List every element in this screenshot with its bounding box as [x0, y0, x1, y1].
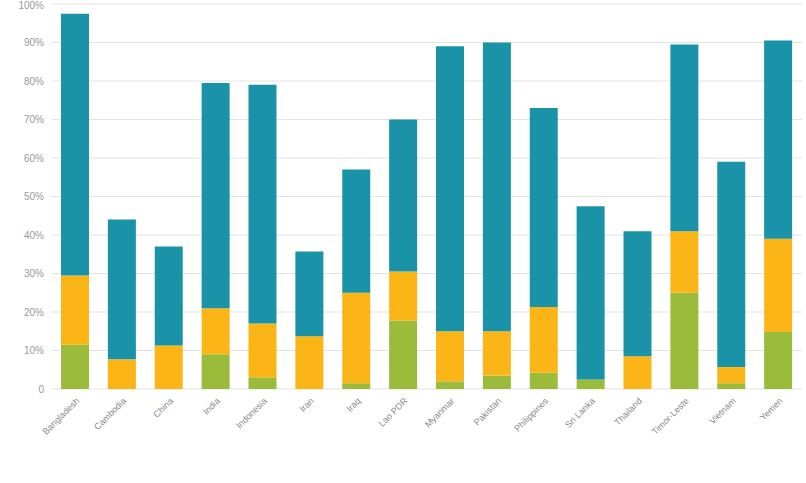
svg-text:Vietnam: Vietnam — [707, 396, 737, 426]
svg-text:Pakistan: Pakistan — [472, 396, 503, 427]
svg-text:30%: 30% — [24, 268, 44, 279]
svg-text:Yemen: Yemen — [758, 396, 785, 423]
svg-text:Myanmar: Myanmar — [423, 396, 457, 430]
svg-text:80%: 80% — [24, 76, 44, 87]
svg-text:India: India — [201, 396, 222, 417]
svg-text:0: 0 — [38, 384, 44, 395]
svg-text:60%: 60% — [24, 153, 44, 164]
svg-text:Indonesia: Indonesia — [234, 396, 269, 431]
svg-text:20%: 20% — [24, 307, 44, 318]
svg-text:100%: 100% — [18, 0, 44, 11]
svg-text:Timor-Leste: Timor-Leste — [650, 396, 691, 437]
svg-text:Sri Lanka: Sri Lanka — [563, 396, 597, 430]
svg-text:40%: 40% — [24, 230, 44, 241]
svg-text:10%: 10% — [24, 345, 44, 356]
svg-text:Iran: Iran — [298, 396, 316, 414]
svg-text:Philippines: Philippines — [512, 396, 550, 434]
svg-text:Cambodia: Cambodia — [92, 396, 128, 432]
svg-text:Thailand: Thailand — [612, 396, 643, 427]
svg-text:Bangladesh: Bangladesh — [41, 396, 82, 437]
svg-text:Lao PDR: Lao PDR — [377, 396, 410, 429]
svg-text:90%: 90% — [24, 37, 44, 48]
svg-text:70%: 70% — [24, 114, 44, 125]
svg-text:China: China — [151, 396, 175, 420]
svg-text:50%: 50% — [24, 191, 44, 202]
svg-text:Iraq: Iraq — [345, 396, 363, 414]
